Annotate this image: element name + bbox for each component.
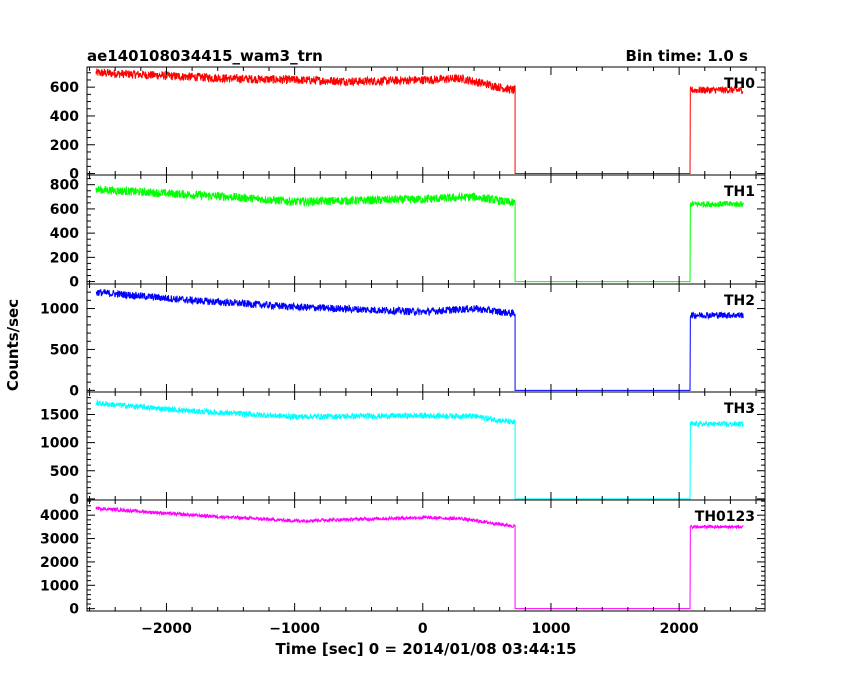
panel-th2: 0 500 1000 TH2: [40, 283, 766, 399]
series-line-th0123: [95, 506, 744, 610]
series-label-th0123: TH0123: [695, 509, 755, 525]
y-tick-label: 500: [50, 464, 79, 480]
panel-frame: [86, 499, 766, 612]
y-tick-label: 400: [50, 109, 79, 125]
panel-th0: 0 200 400 600 TH0: [50, 66, 766, 183]
panel-frame: [86, 66, 766, 176]
y-tick-label: 800: [50, 178, 79, 194]
y-tick-label: 500: [50, 342, 79, 358]
panel-th0123: 0 1000 2000 3000 4000 TH0123: [40, 499, 766, 618]
y-tick-label: 3000: [40, 532, 79, 548]
x-axis-label: Time [sec] 0 = 2014/01/08 03:44:15: [275, 640, 576, 658]
y-tick-label: 600: [50, 202, 79, 218]
panel-th3: 0 500 1000 1500 TH3: [40, 391, 766, 508]
x-tick-label: 0: [418, 621, 428, 637]
y-tick-label: 4000: [40, 508, 79, 524]
y-tick-label: 0: [69, 602, 79, 618]
chart-title: ae140108034415_wam3_trn: [87, 47, 323, 65]
y-tick-label: 0: [69, 383, 79, 399]
bin-time-label: Bin time: 1.0 s: [625, 47, 748, 65]
y-tick-label: 600: [50, 80, 79, 96]
series-label-th1: TH1: [724, 184, 755, 200]
x-tick-label: −2000: [141, 621, 192, 637]
y-tick-label: 0: [69, 167, 79, 183]
y-tick-label: 200: [50, 138, 79, 154]
y-tick-label: 1000: [40, 302, 79, 318]
y-tick-label: 0: [69, 275, 79, 291]
x-tick-label: 1000: [531, 621, 570, 637]
x-tick-label: −1000: [269, 621, 320, 637]
y-tick-label: 1000: [40, 578, 79, 594]
y-tick-label: 1500: [40, 408, 79, 424]
series-line-th1: [95, 185, 744, 283]
x-tick-label: 2000: [660, 621, 699, 637]
series-line-th2: [95, 289, 744, 391]
y-tick-label: 400: [50, 226, 79, 242]
y-tick-label: 0: [69, 492, 79, 508]
panel-frame: [86, 174, 766, 285]
y-tick-label: 200: [50, 250, 79, 266]
panel-th1: 0 200 400 600 800 TH1: [50, 174, 766, 291]
panels-group: 0 200 400 600 TH0 0 200 400 600 800 TH1 0 500 1000 TH2…: [40, 66, 766, 637]
series-label-th3: TH3: [724, 401, 755, 417]
panel-frame: [86, 391, 766, 501]
y-tick-label: 1000: [40, 436, 79, 452]
series-label-th2: TH2: [724, 293, 755, 309]
y-axis-label: Counts/sec: [4, 299, 22, 391]
series-label-th0: TH0: [724, 76, 755, 92]
y-tick-label: 2000: [40, 555, 79, 571]
series-line-th3: [95, 398, 744, 500]
series-line-th0: [95, 68, 744, 175]
